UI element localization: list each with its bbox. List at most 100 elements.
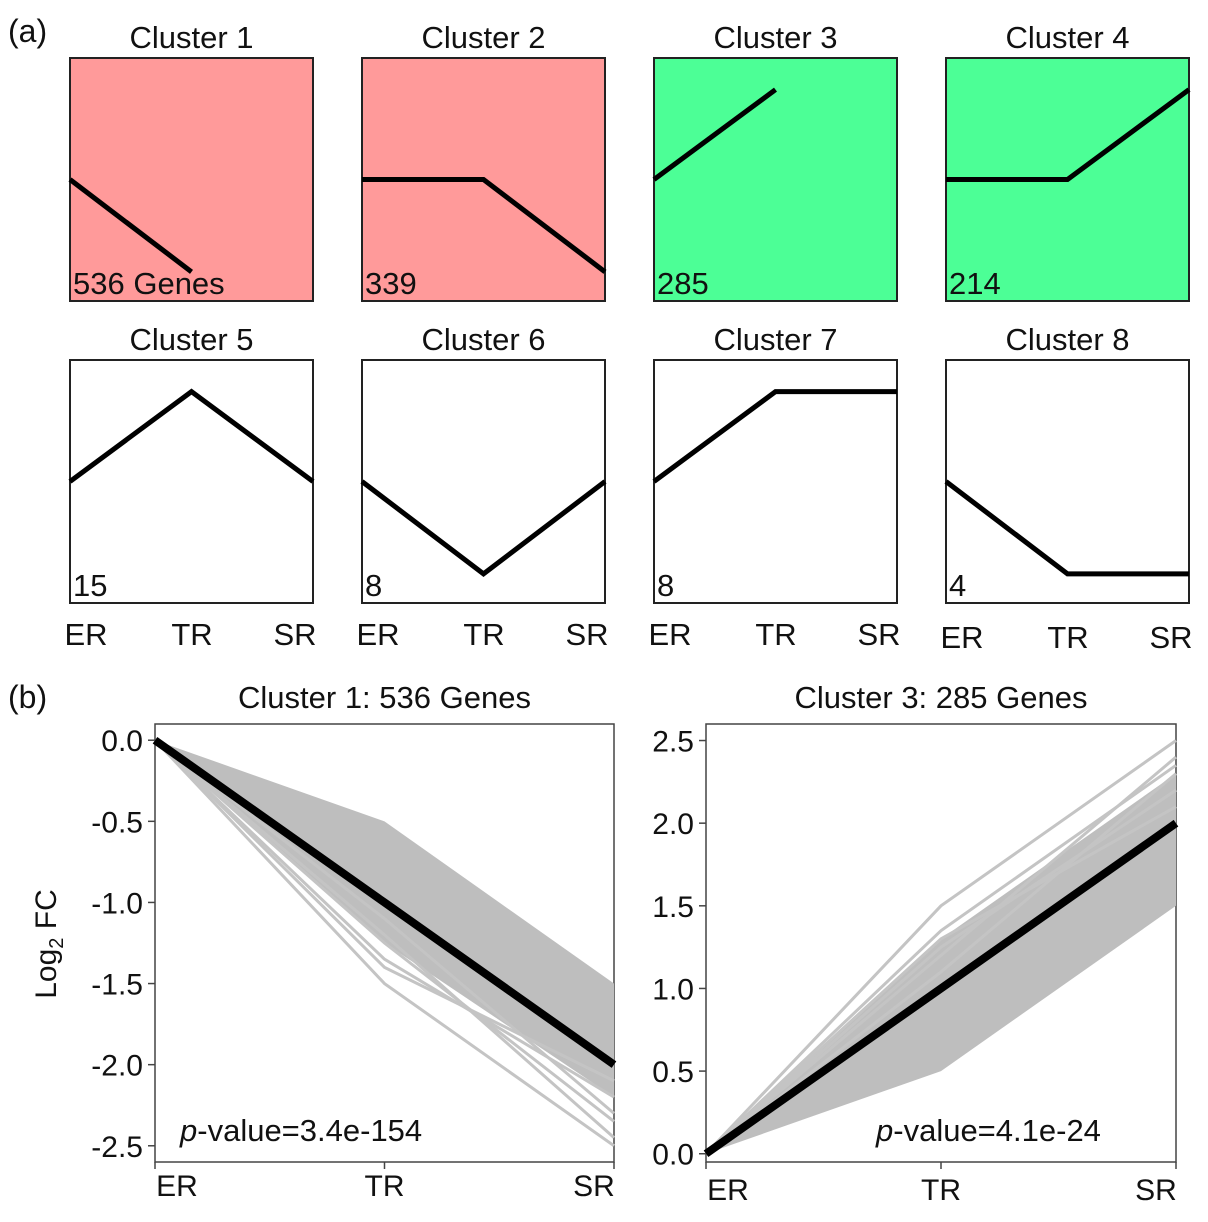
cluster-title: Cluster 3 xyxy=(713,20,837,55)
detail-plot-2: 0.0 0.5 1.0 1.5 2.0 2.5 ER TR SR Cluster 3: 285 G… xyxy=(652,680,1179,1207)
cluster-title: Cluster 6 xyxy=(421,322,545,357)
x-tick-label: TR xyxy=(1047,620,1088,655)
y-tick-label: -0.5 xyxy=(91,806,143,839)
member-gene-line xyxy=(154,739,615,1115)
y-tick-label: 0.0 xyxy=(101,725,143,758)
p-value-italic-p: p xyxy=(179,1113,197,1148)
mean-profile-line xyxy=(152,736,617,1068)
member-gene-line xyxy=(153,739,615,1148)
cluster-gene-count: 536 Genes xyxy=(73,266,225,301)
p-value-annotation: p-value=4.1e-24 xyxy=(875,1113,1101,1148)
x-tick-label: ER xyxy=(356,617,399,652)
cluster-1-panel: Cluster 1 536 Genes xyxy=(68,20,314,302)
cluster-gene-count: 8 xyxy=(657,568,674,603)
y-axis-label: Log2 FC xyxy=(30,889,68,999)
y-tick-label: 2.0 xyxy=(652,808,694,841)
cluster-3-panel: Cluster 3 285 xyxy=(652,20,898,302)
cluster-box xyxy=(361,359,606,604)
y-axis-label-subscript: 2 xyxy=(46,938,68,949)
x-tick-label: ER xyxy=(648,617,691,652)
panel-label-a: (a) xyxy=(8,13,47,49)
x-tick-label: SR xyxy=(857,617,900,652)
member-gene-line xyxy=(704,739,1177,1155)
cluster-title: Cluster 2 xyxy=(421,20,545,55)
x-tick-label: SR xyxy=(573,1170,615,1203)
cluster-6-panel: Cluster 6 8 ER TR SR xyxy=(356,322,608,652)
detail-plot-1: 0.0 -0.5 -1.0 -1.5 -2.0 -2.5 ER TR SR Cluster 1: … xyxy=(30,680,617,1203)
cluster-gene-count: 285 xyxy=(657,266,709,301)
member-gene-line xyxy=(154,739,615,1123)
member-gene-line xyxy=(705,788,1177,1155)
panel-b-detail-plots: 0.0 -0.5 -1.0 -1.5 -2.0 -2.5 ER TR SR Cluster 1: … xyxy=(30,680,1179,1207)
cluster-title: Cluster 4 xyxy=(1005,20,1129,55)
cluster-2-panel: Cluster 2 339 xyxy=(361,20,607,302)
cluster-profile-line xyxy=(652,87,777,182)
member-gene-line xyxy=(704,764,1177,1155)
cluster-title: Cluster 5 xyxy=(129,322,253,357)
cluster-gene-count: 339 xyxy=(365,266,417,301)
cluster-title: Cluster 8 xyxy=(1005,322,1129,357)
member-gene-line xyxy=(154,739,615,1139)
panel-label-b: (b) xyxy=(8,679,47,715)
cluster-gene-count: 8 xyxy=(365,568,382,603)
x-tick-label: ER xyxy=(940,620,983,655)
p-value-text: -value=3.4e-154 xyxy=(197,1113,422,1148)
member-gene-line xyxy=(153,739,615,1083)
member-gene-line xyxy=(153,739,615,1099)
cluster-gene-count: 4 xyxy=(949,568,966,603)
cluster-4-panel: Cluster 4 214 xyxy=(945,20,1191,302)
mean-profile-line xyxy=(703,819,1179,1158)
cluster-box xyxy=(69,359,314,604)
p-value-italic-p: p xyxy=(875,1113,893,1148)
cluster-box xyxy=(653,57,898,302)
x-tick-label: ER xyxy=(64,617,107,652)
y-tick-label: 0.0 xyxy=(652,1139,694,1172)
cluster-title: Cluster 7 xyxy=(713,322,837,357)
cluster-gene-count: 15 xyxy=(73,568,107,603)
cluster-title: Cluster 1 xyxy=(129,20,253,55)
x-tick-label: TR xyxy=(463,617,504,652)
cluster-profile-line xyxy=(362,177,607,274)
cluster-box xyxy=(653,359,898,604)
x-tick-label: TR xyxy=(755,617,796,652)
y-axis-label-main: Log xyxy=(30,949,63,999)
cluster-profile-line xyxy=(360,479,607,577)
cluster-profile-line xyxy=(946,87,1191,182)
cluster-profile-line xyxy=(68,388,315,484)
plot-title: Cluster 3: 285 Genes xyxy=(795,680,1088,715)
p-value-text: -value=4.1e-24 xyxy=(893,1113,1101,1148)
y-tick-label: 0.5 xyxy=(652,1056,694,1089)
x-tick-label: TR xyxy=(921,1174,961,1207)
cluster-box xyxy=(69,57,314,302)
cluster-8-panel: Cluster 8 4 ER TR SR xyxy=(940,322,1192,655)
cluster-5-panel: Cluster 5 15 ER TR SR xyxy=(64,322,316,652)
member-gene-line xyxy=(704,805,1177,1155)
y-tick-label: 2.5 xyxy=(652,726,694,759)
x-tick-label: SR xyxy=(273,617,316,652)
x-tick-label: ER xyxy=(156,1170,198,1203)
x-tick-label: SR xyxy=(1149,620,1192,655)
x-tick-label: TR xyxy=(365,1170,405,1203)
y-tick-label: -2.5 xyxy=(91,1131,143,1164)
member-gene-line xyxy=(705,772,1177,1155)
cluster-profile-line xyxy=(652,389,897,484)
cluster-profile-line xyxy=(68,177,194,274)
panel-a-cluster-grid: Cluster 1 536 Genes Cluster 2 339 Cluster 3 2… xyxy=(64,20,1192,655)
cluster-box xyxy=(945,359,1190,604)
cluster-gene-count: 214 xyxy=(949,266,1001,301)
p-value-annotation: p-value=3.4e-154 xyxy=(179,1113,422,1148)
cluster-profile-line xyxy=(944,479,1189,577)
member-gene-line xyxy=(705,755,1177,1155)
x-tick-label: SR xyxy=(1135,1174,1177,1207)
y-axis-label-tail: FC xyxy=(30,889,63,937)
y-tick-label: 1.0 xyxy=(652,973,694,1006)
x-tick-label: SR xyxy=(565,617,608,652)
y-tick-label: -1.0 xyxy=(91,887,143,920)
y-tick-label: -2.0 xyxy=(91,1050,143,1083)
y-tick-label: -1.5 xyxy=(91,969,143,1002)
plot-title: Cluster 1: 536 Genes xyxy=(238,680,531,715)
y-tick-label: 1.5 xyxy=(652,891,694,924)
cluster-7-panel: Cluster 7 8 ER TR SR xyxy=(648,322,900,652)
x-tick-label: ER xyxy=(707,1174,749,1207)
